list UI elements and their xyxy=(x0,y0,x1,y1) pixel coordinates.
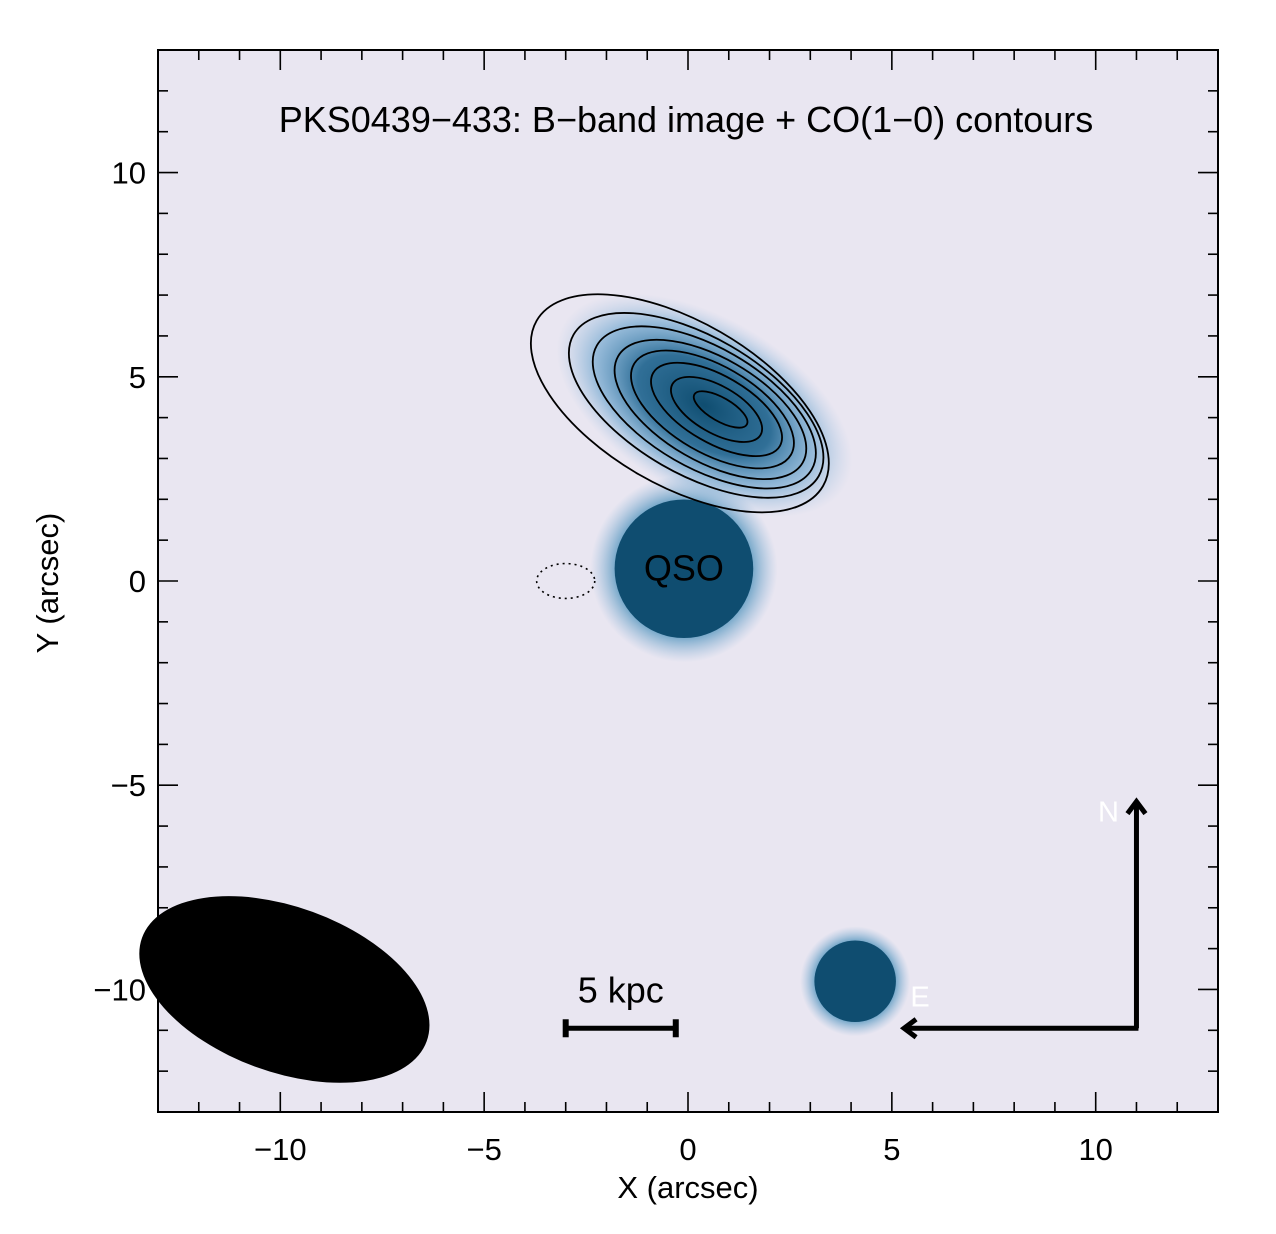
qso-core xyxy=(614,499,754,639)
contour-level xyxy=(529,293,830,514)
x-tick-label: 10 xyxy=(1078,1132,1112,1167)
co-contours xyxy=(529,293,830,600)
qso-label: QSO xyxy=(644,548,724,589)
axis-ticks xyxy=(158,50,1218,1112)
compass-east-head xyxy=(899,1017,918,1040)
y-tick-label: −10 xyxy=(93,972,146,1007)
x-tick-label: −10 xyxy=(254,1132,307,1167)
chart-title: PKS0439−433: B−band image + CO(1−0) cont… xyxy=(279,99,1094,140)
beam-ellipse xyxy=(139,896,430,1083)
contour-level xyxy=(630,349,795,470)
contour-level xyxy=(650,361,783,458)
star-core xyxy=(814,940,896,1023)
plot-area: 5 kpc N E QSO xyxy=(139,50,1218,1112)
x-tick-label: 0 xyxy=(679,1132,696,1167)
y-tick-label: −5 xyxy=(111,768,146,803)
x-tick-label: −5 xyxy=(466,1132,501,1167)
y-tick-label: 10 xyxy=(112,156,146,191)
contour-level xyxy=(567,312,825,499)
host-galaxy xyxy=(556,293,853,518)
compass-north-head xyxy=(1125,797,1148,816)
optical-sources xyxy=(556,293,911,1037)
x-axis-label: X (arcsec) xyxy=(617,1170,758,1205)
plot-frame xyxy=(157,49,1219,1113)
overlays: 5 kpc N E QSO xyxy=(139,548,1148,1083)
scalebar-label: 5 kpc xyxy=(578,969,664,1010)
contour-level xyxy=(670,375,764,443)
compass-north-label: N xyxy=(1098,797,1119,829)
compass-east-label: E xyxy=(910,981,929,1013)
x-tick-label: 5 xyxy=(883,1132,900,1167)
y-tick-label: 0 xyxy=(129,564,146,599)
contour-level xyxy=(692,390,749,429)
contour-level xyxy=(591,325,817,490)
y-tick-label: 5 xyxy=(129,360,146,395)
y-axis-label: Y (arcsec) xyxy=(30,513,65,654)
tick-labels: −10 −5 0 5 10 −10 −5 0 5 10 xyxy=(93,156,1113,1167)
negative-contour xyxy=(535,562,596,600)
contour-level xyxy=(613,338,808,481)
